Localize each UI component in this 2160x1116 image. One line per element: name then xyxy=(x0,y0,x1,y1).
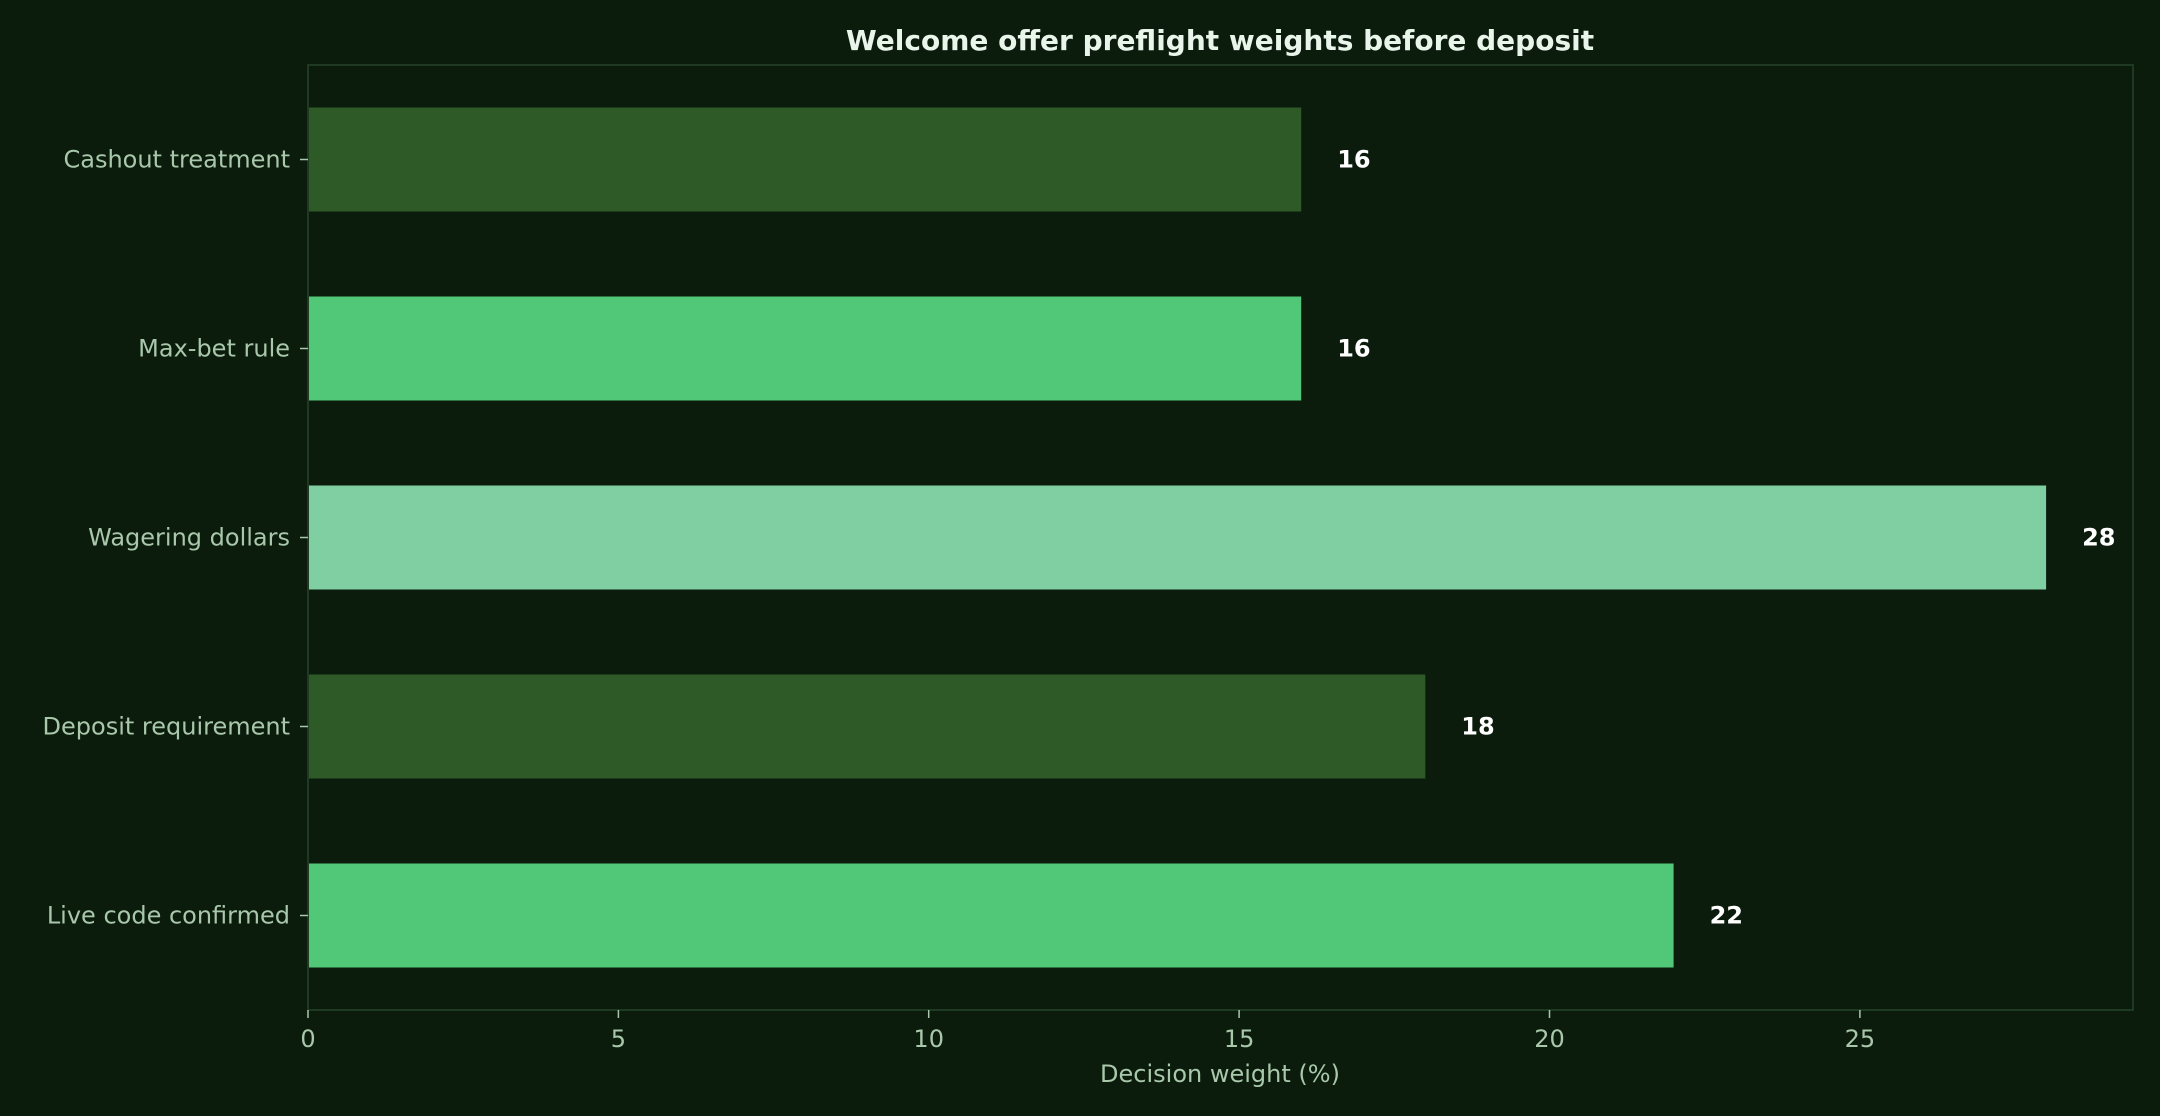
bar xyxy=(309,674,1426,779)
x-tick-label: 0 xyxy=(300,1025,315,1053)
bar-value-label: 16 xyxy=(1337,146,1370,174)
x-tick-label: 20 xyxy=(1534,1025,1565,1053)
category-label: Wagering dollars xyxy=(88,524,290,552)
bars-layer: 16 16 28 18 22 xyxy=(309,107,2116,968)
x-tick-label: 5 xyxy=(611,1025,626,1053)
x-axis-label: Decision weight (%) xyxy=(1100,1060,1340,1088)
bar-value-label: 16 xyxy=(1337,335,1370,363)
x-axis: 0 5 10 15 20 25 xyxy=(300,1010,1875,1053)
category-labels: Cashout treatment Max-bet rule Wagering do… xyxy=(43,146,308,930)
bar xyxy=(309,107,1302,212)
bar xyxy=(309,863,1674,968)
bar xyxy=(309,296,1302,401)
bar-value-label: 18 xyxy=(1461,713,1494,741)
chart-title: Welcome offer preflight weights before d… xyxy=(846,24,1594,57)
x-tick-label: 15 xyxy=(1224,1025,1255,1053)
bar-value-label: 22 xyxy=(1710,902,1743,930)
category-label: Live code confirmed xyxy=(47,902,290,930)
x-tick-label: 25 xyxy=(1845,1025,1876,1053)
category-label: Max-bet rule xyxy=(138,335,290,363)
category-label: Deposit requirement xyxy=(43,713,290,741)
x-tick-label: 10 xyxy=(913,1025,944,1053)
bar-value-label: 28 xyxy=(2082,524,2115,552)
category-label: Cashout treatment xyxy=(63,146,290,174)
bar xyxy=(309,485,2047,590)
